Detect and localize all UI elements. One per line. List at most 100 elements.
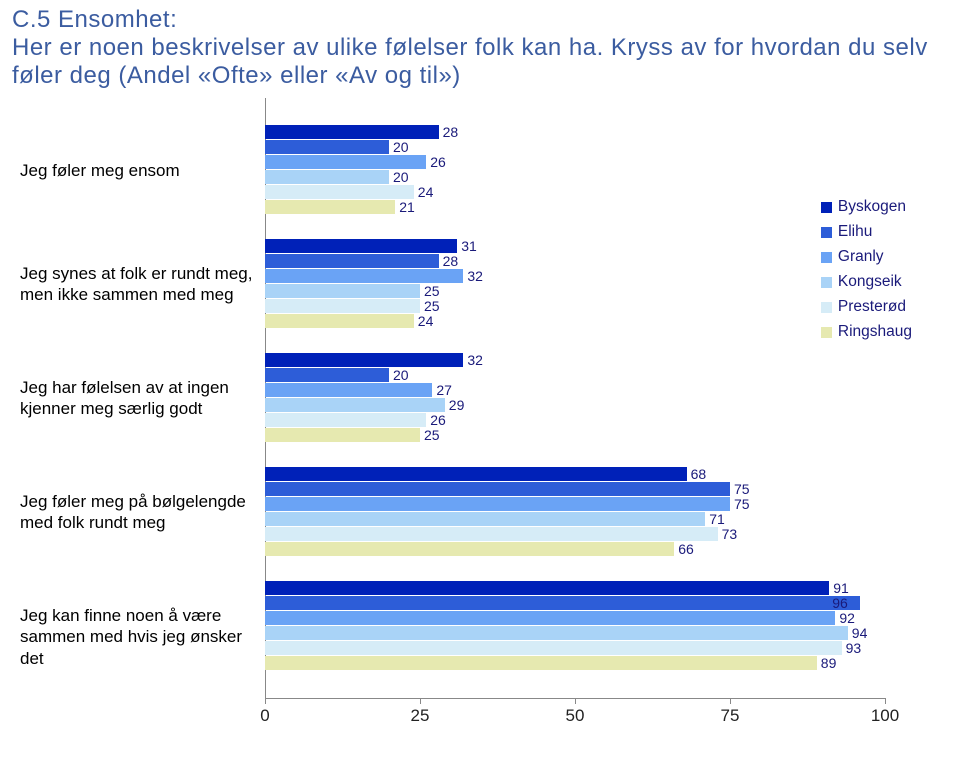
- legend-swatch: [821, 227, 832, 238]
- bar-value-label: 89: [821, 655, 837, 671]
- bar: [265, 284, 420, 298]
- bar-group: 32 20 27292625: [265, 353, 885, 443]
- bar: [265, 581, 829, 595]
- bar-row: 93: [265, 641, 885, 655]
- bar: [265, 527, 718, 541]
- bar-value-label: 93: [846, 640, 862, 656]
- bar-value-label: 68: [691, 466, 707, 482]
- bar: [265, 200, 395, 214]
- category-label-line: Jeg kan finne noen å være: [20, 605, 255, 626]
- legend-label: Presterød: [838, 298, 906, 316]
- bar-row: 91: [265, 581, 885, 595]
- legend-swatch: [821, 202, 832, 213]
- bar-value-label: 20: [393, 139, 409, 155]
- legend-label: Ringshaug: [838, 323, 912, 341]
- bar: [265, 185, 414, 199]
- bar-value-label: 21: [399, 199, 415, 215]
- legend-swatch: [821, 327, 832, 338]
- category-label: Jeg har følelsen av at ingenkjenner meg …: [20, 377, 255, 420]
- bar-row: 28: [265, 254, 885, 268]
- bar: [265, 269, 463, 283]
- category-label-line: kjenner meg særlig godt: [20, 398, 255, 419]
- bar-row: 29: [265, 398, 885, 412]
- bar-value-label: 27: [436, 382, 452, 398]
- bar: [265, 497, 730, 511]
- bar: [265, 155, 426, 169]
- bar-row: 96: [265, 596, 885, 610]
- bar: [265, 170, 389, 184]
- bar: [265, 353, 463, 367]
- bar-value-label: 29: [449, 397, 465, 413]
- category-label: Jeg føler meg ensom: [20, 160, 255, 181]
- category-label-line: Jeg synes at folk er rundt meg,: [20, 263, 255, 284]
- bar-value-label: 71: [709, 511, 725, 527]
- bar: [265, 467, 687, 481]
- bar-row: 24: [265, 185, 885, 199]
- bar-value-label: 94: [852, 625, 868, 641]
- x-tick-label: 25: [411, 706, 430, 726]
- bar-value-label: 25: [424, 298, 440, 314]
- plot-region: 2820262024213128322525243220272926256875…: [265, 98, 885, 698]
- bar-row: 89: [265, 656, 885, 670]
- legend-item: Elihu: [821, 223, 912, 241]
- bar-group: 312832252524: [265, 239, 885, 329]
- title-line-3: føler deg (Andel «Ofte» eller «Av og til…: [12, 62, 940, 90]
- bar-row: 26: [265, 413, 885, 427]
- legend-swatch: [821, 277, 832, 288]
- bar-value-label: 96: [832, 595, 848, 611]
- bar: [265, 428, 420, 442]
- bar: [265, 383, 432, 397]
- bar: [265, 398, 445, 412]
- bar: [265, 626, 848, 640]
- bar: [265, 596, 860, 610]
- bar-row: 73: [265, 527, 885, 541]
- bar-row: 92: [265, 611, 885, 625]
- bar-value-label: 24: [418, 184, 434, 200]
- x-tick-label: 75: [721, 706, 740, 726]
- category-label-line: Jeg har følelsen av at ingen: [20, 377, 255, 398]
- legend-swatch: [821, 302, 832, 313]
- x-tick-mark: [420, 698, 421, 704]
- category-label-line: med folk rundt meg: [20, 512, 255, 533]
- bar-row: 66: [265, 542, 885, 556]
- chart-title-block: C.5 Ensomhet: Her er noen beskrivelser a…: [12, 6, 940, 90]
- bar-value-label: 32: [467, 268, 483, 284]
- legend-label: Kongseik: [838, 273, 902, 291]
- bar-row: 71: [265, 512, 885, 526]
- bar: [265, 125, 439, 139]
- bar-value-label: 28: [443, 253, 459, 269]
- bar-row: 25: [265, 428, 885, 442]
- bar-row: 21: [265, 200, 885, 214]
- bar: [265, 641, 842, 655]
- bar-row: 20: [265, 368, 885, 382]
- bar: [265, 299, 420, 313]
- x-tick-mark: [885, 698, 886, 704]
- bar-group: 282026202421: [265, 125, 885, 215]
- bar: [265, 542, 674, 556]
- bar-row: 75: [265, 482, 885, 496]
- bar: [265, 314, 414, 328]
- bar-row: 20: [265, 170, 885, 184]
- bar-value-label: 75: [734, 496, 750, 512]
- legend: ByskogenElihuGranlyKongseikPresterødRing…: [821, 198, 912, 348]
- bar-row: 32: [265, 353, 885, 367]
- x-tick-label: 100: [871, 706, 899, 726]
- legend-item: Kongseik: [821, 273, 912, 291]
- category-label-line: Jeg føler meg ensom: [20, 160, 255, 181]
- title-line-2: Her er noen beskrivelser av ulike følels…: [12, 34, 940, 62]
- bar-value-label: 73: [722, 526, 738, 542]
- chart-area: 2820262024213128322525243220272926256875…: [20, 98, 940, 738]
- bar-value-label: 75: [734, 481, 750, 497]
- bar-value-label: 20: [393, 367, 409, 383]
- x-tick-label: 50: [566, 706, 585, 726]
- bar: [265, 512, 705, 526]
- x-tick-label: 0: [260, 706, 269, 726]
- bar-row: 28: [265, 125, 885, 139]
- category-label: Jeg føler meg på bølgelengdemed folk run…: [20, 491, 255, 534]
- x-tick-mark: [575, 698, 576, 704]
- legend-label: Elihu: [838, 223, 872, 241]
- legend-item: Presterød: [821, 298, 912, 316]
- bar-row: 32: [265, 269, 885, 283]
- bar-value-label: 32: [467, 352, 483, 368]
- legend-item: Byskogen: [821, 198, 912, 216]
